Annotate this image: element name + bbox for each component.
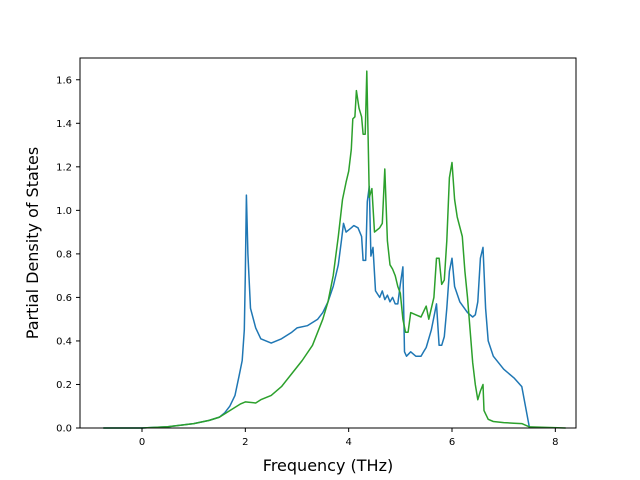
x-axis-ticks: 0 2 4 6 8	[139, 428, 559, 448]
y-tick-label: 0.0	[56, 424, 72, 435]
y-tick-label: 1.2	[56, 162, 72, 173]
plot-frame	[79, 57, 577, 429]
x-tick-label: 6	[449, 437, 455, 448]
y-axis-ticks: 0.0 0.2 0.4 0.6 0.8 1.0 1.2 1.4 1.6	[56, 75, 80, 435]
series-layer	[103, 70, 566, 429]
y-tick-label: 1.0	[56, 206, 72, 217]
y-tick-label: 0.4	[56, 336, 72, 347]
x-tick-label: 8	[552, 437, 558, 448]
series-line-2	[103, 70, 566, 429]
x-tick-label: 2	[242, 437, 248, 448]
y-tick-label: 1.6	[56, 75, 72, 86]
y-tick-label: 0.8	[56, 249, 72, 260]
y-tick-label: 1.4	[56, 119, 72, 130]
x-tick-label: 4	[345, 437, 351, 448]
y-tick-label: 0.2	[56, 380, 72, 391]
y-axis-label: Partial Density of States	[23, 147, 42, 339]
x-axis-label: Frequency (THz)	[263, 456, 393, 475]
y-tick-label: 0.6	[56, 293, 72, 304]
series-line-1	[103, 185, 531, 429]
x-tick-label: 0	[139, 437, 145, 448]
